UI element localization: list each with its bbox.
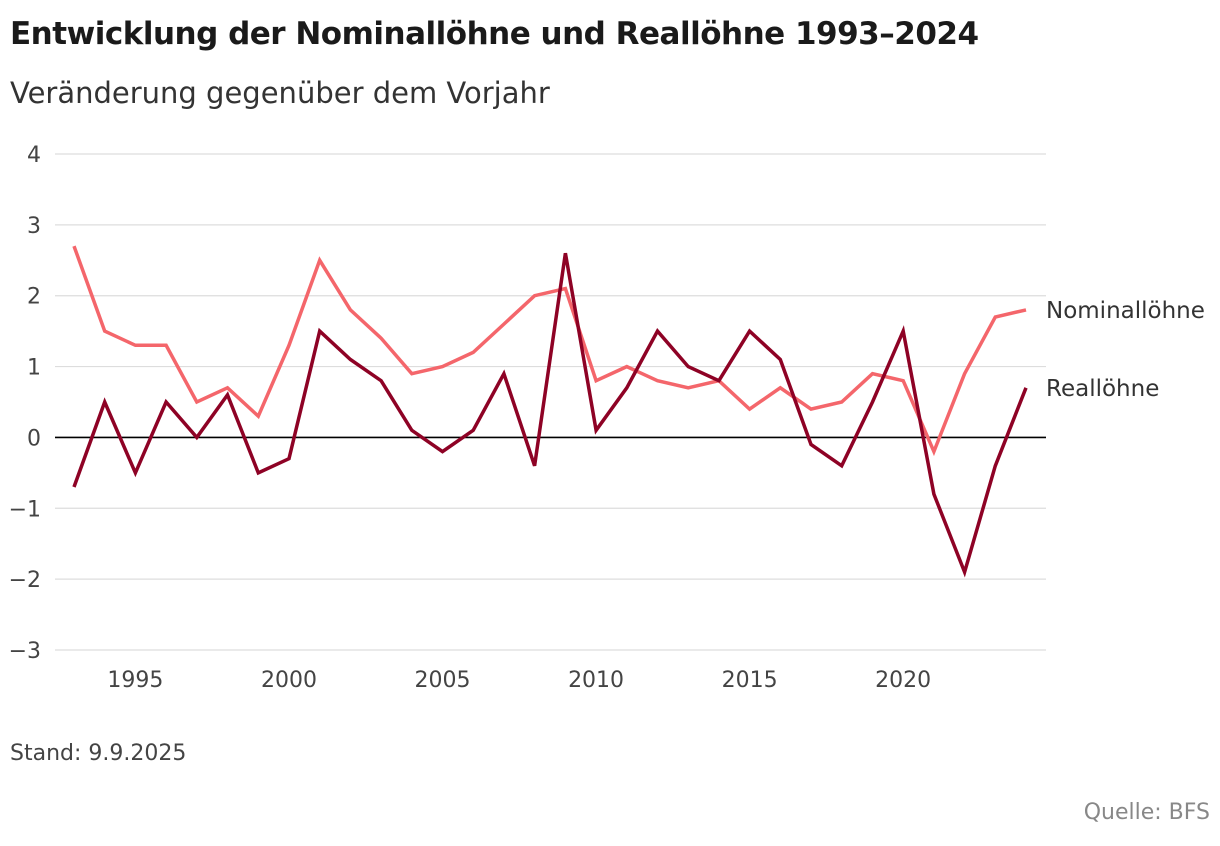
nominal-wages-label: Nominallöhne bbox=[1046, 298, 1205, 324]
source-note: Quelle: BFS bbox=[1083, 800, 1210, 825]
real-wages-label: Reallöhne bbox=[1046, 376, 1159, 402]
y-tick-label: −3 bbox=[9, 639, 41, 664]
real-wages-line bbox=[72, 252, 1028, 578]
y-axis-ticks: 4 3 2 1 0 −1 −2 −3 bbox=[9, 143, 41, 664]
y-tick-label: 4 bbox=[27, 143, 41, 168]
x-tick-label: 2005 bbox=[415, 668, 471, 693]
x-tick-label: 2020 bbox=[875, 668, 931, 693]
nominal-wages-line bbox=[72, 245, 1027, 457]
y-tick-label: 0 bbox=[27, 426, 41, 451]
grid-lines bbox=[55, 153, 1046, 651]
x-tick-label: 2010 bbox=[568, 668, 624, 693]
x-tick-label: 2000 bbox=[261, 668, 317, 693]
x-tick-label: 2015 bbox=[722, 668, 778, 693]
y-tick-label: 1 bbox=[27, 356, 41, 381]
y-tick-label: 2 bbox=[27, 285, 41, 310]
series-labels: Nominallöhne Reallöhne bbox=[1046, 298, 1205, 402]
chart-title: Entwicklung der Nominallöhne und Reallöh… bbox=[10, 16, 979, 52]
y-tick-label: −1 bbox=[9, 497, 41, 522]
data-date: Stand: 9.9.2025 bbox=[10, 741, 187, 766]
series-lines bbox=[72, 245, 1028, 578]
x-axis-ticks: 1995 2000 2005 2010 2015 2020 bbox=[107, 668, 931, 693]
y-tick-label: −2 bbox=[9, 568, 41, 593]
x-tick-label: 1995 bbox=[107, 668, 163, 693]
y-tick-label: 3 bbox=[27, 214, 41, 239]
chart-subtitle: Veränderung gegenüber dem Vorjahr bbox=[10, 76, 550, 110]
